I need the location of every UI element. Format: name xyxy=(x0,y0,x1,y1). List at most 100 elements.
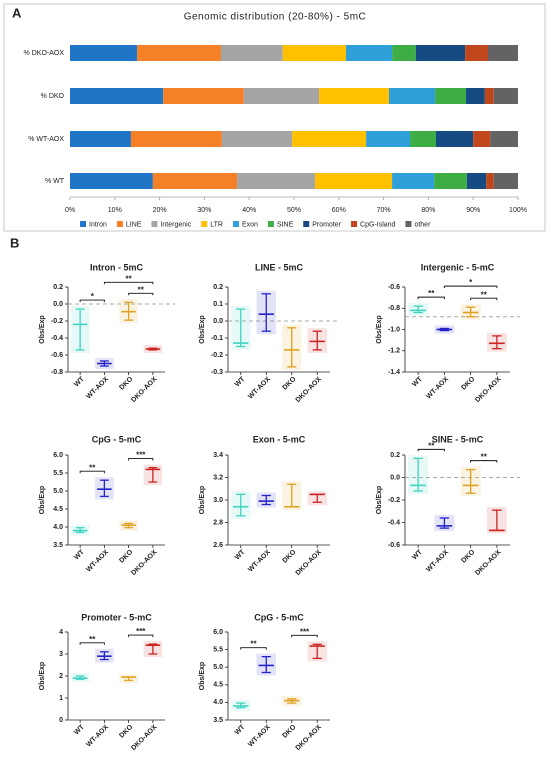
x-tick-label: 0% xyxy=(65,207,75,214)
x-tick-label: WT xyxy=(411,548,424,561)
x-tick-label: DKO xyxy=(460,548,476,564)
y-tick-label: 6.0 xyxy=(213,629,223,636)
y-tick-label: % DKO xyxy=(41,93,65,100)
significance-bracket xyxy=(79,642,105,645)
legend-swatch xyxy=(201,221,208,227)
x-tick-label: WT xyxy=(73,723,86,736)
bar-segment xyxy=(70,173,153,189)
x-tick-label: WT xyxy=(234,723,247,736)
bar-segment xyxy=(345,45,393,61)
y-tick-label: 4.5 xyxy=(213,682,223,689)
x-tick-label: DKO xyxy=(118,723,134,739)
bar-segment xyxy=(70,131,131,147)
chart-title: Intron - 5mC xyxy=(90,262,143,272)
x-tick-label: WT-AOX xyxy=(247,724,272,749)
y-tick-label: % WT xyxy=(45,178,65,185)
bar-segment xyxy=(435,88,467,104)
bar-segment xyxy=(434,173,467,189)
x-tick-label: WT xyxy=(234,548,247,561)
bar-segment xyxy=(163,88,244,104)
x-tick-label: DKO-AOX xyxy=(130,724,159,753)
legend-label: Promoter xyxy=(312,221,341,228)
x-tick-label: 50% xyxy=(287,207,301,214)
x-tick-label: WT-AOX xyxy=(247,376,272,401)
significance-label: ** xyxy=(250,640,257,649)
chart-title: LINE - 5mC xyxy=(255,262,304,272)
significance-label: *** xyxy=(300,627,310,636)
bar-segment xyxy=(466,173,487,189)
x-tick-label: DKO-AOX xyxy=(295,724,324,753)
y-tick-label: 0.0 xyxy=(53,301,63,308)
y-tick-label: 3.2 xyxy=(213,474,223,481)
legend-label: SINE xyxy=(277,221,294,228)
x-tick-label: WT xyxy=(234,375,247,388)
x-tick-label: DKO-AOX xyxy=(474,549,503,578)
y-tick-label: % DKO-AOX xyxy=(24,50,65,57)
y-tick-label: -0.2 xyxy=(211,352,223,359)
y-tick-label: -0.3 xyxy=(211,369,223,376)
bar-segment xyxy=(221,131,293,147)
legend-swatch xyxy=(80,221,86,227)
x-tick-label: WT-AOX xyxy=(425,549,450,574)
x-tick-label: WT-AOX xyxy=(85,724,110,749)
x-tick-label: WT xyxy=(73,548,86,561)
x-tick-label: 40% xyxy=(242,207,256,214)
y-tick-label: 5.0 xyxy=(53,488,63,495)
significance-bracket xyxy=(128,292,154,296)
legend-label: LINE xyxy=(126,221,142,228)
x-tick-label: DKO xyxy=(460,375,476,391)
chart-title: Exon - 5-mC xyxy=(253,434,306,444)
bar-segment xyxy=(243,88,320,104)
y-axis-label: Obs/Exp xyxy=(376,315,383,343)
y-tick-label: 0 xyxy=(59,717,63,724)
legend-label: CpG-Island xyxy=(360,221,396,228)
bar-segment xyxy=(493,173,518,189)
legend-swatch xyxy=(303,221,310,227)
x-tick-label: DKO-AOX xyxy=(130,549,159,578)
y-tick-label: 3.4 xyxy=(213,452,223,459)
x-tick-label: 30% xyxy=(197,207,211,214)
y-tick-label: -0.1 xyxy=(211,335,223,342)
x-tick-label: DKO xyxy=(118,375,134,391)
bar-segment xyxy=(388,88,436,104)
significance-label: * xyxy=(91,292,95,301)
y-axis-label: Obs/Exp xyxy=(199,662,206,690)
significance-bracket xyxy=(128,634,154,638)
x-tick-label: DKO-AOX xyxy=(295,549,324,578)
significance-label: ** xyxy=(481,453,488,462)
significance-label: *** xyxy=(136,627,146,636)
significance-bracket xyxy=(103,281,154,285)
y-tick-label: -0.6 xyxy=(388,284,400,291)
y-tick-label: % WT-AOX xyxy=(28,136,64,143)
significance-bracket xyxy=(240,647,267,650)
chart-title: Intergenic - 5-mC xyxy=(421,262,495,272)
significance-label: ** xyxy=(481,290,488,299)
bar-segment xyxy=(292,131,367,147)
x-tick-label: 60% xyxy=(332,207,346,214)
y-tick-label: 3.5 xyxy=(53,542,63,549)
bar-segment xyxy=(220,45,283,61)
x-tick-label: WT xyxy=(411,375,424,388)
y-tick-label: 5.0 xyxy=(213,664,223,671)
significance-bracket xyxy=(79,299,105,303)
y-axis-label: Obs/Exp xyxy=(39,662,46,690)
bar-segment xyxy=(493,88,518,104)
x-tick-label: 20% xyxy=(153,207,167,214)
y-tick-label: 2.8 xyxy=(213,519,223,526)
significance-label: ** xyxy=(126,274,133,283)
chart-title: CpG - 5-mC xyxy=(254,612,304,622)
y-tick-label: -0.4 xyxy=(388,519,400,526)
x-tick-label: DKO xyxy=(282,375,298,391)
significance-label: ** xyxy=(89,463,96,472)
legend-swatch xyxy=(116,221,123,227)
x-tick-label: 10% xyxy=(108,207,122,214)
significance-bracket xyxy=(128,458,154,461)
y-axis-label: Obs/Exp xyxy=(376,486,383,514)
y-tick-label: 0.0 xyxy=(390,474,400,481)
bar-segment xyxy=(319,88,389,104)
significance-label: ** xyxy=(428,441,435,450)
y-axis-label: Obs/Exp xyxy=(39,315,46,343)
y-tick-label: -0.2 xyxy=(388,497,400,504)
